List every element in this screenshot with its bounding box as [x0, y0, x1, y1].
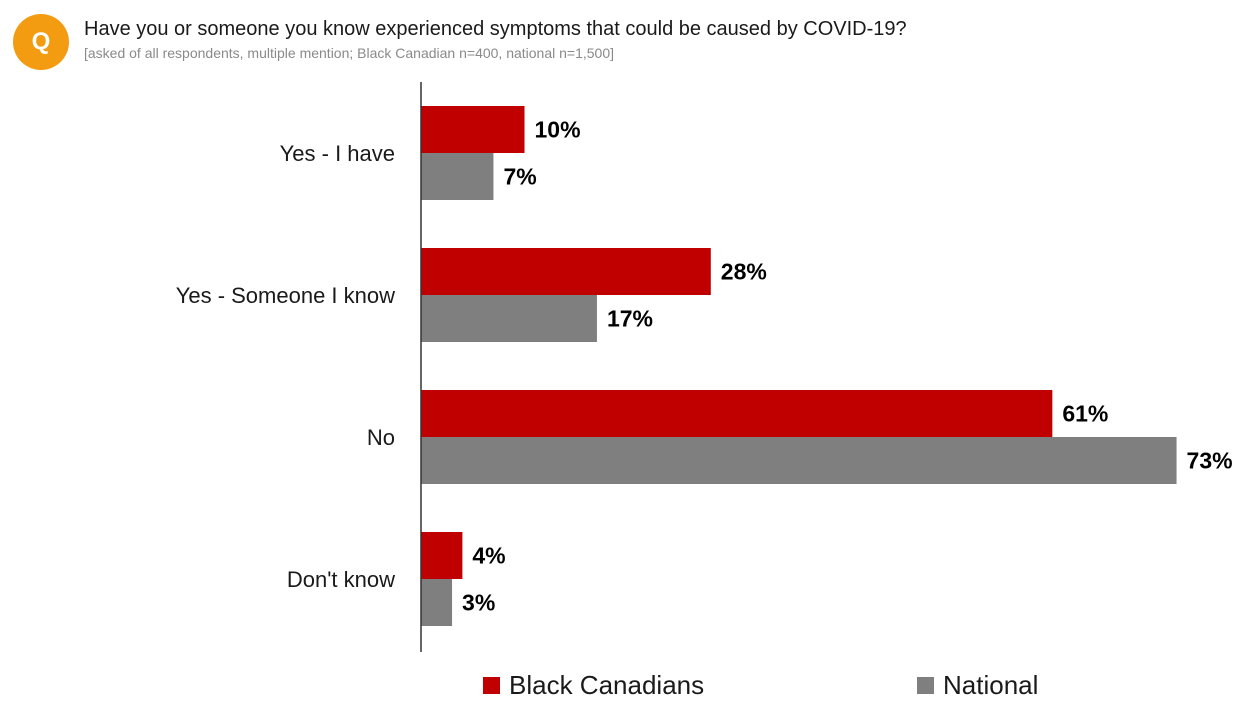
chart-legend: Black Canadians National [0, 670, 1260, 704]
bar-national-yes-i-have [421, 153, 494, 200]
bar-national-yes-someone-i-know [421, 295, 597, 342]
category-label-yes-i-have: Yes - I have [280, 141, 395, 166]
question-badge-letter: Q [31, 28, 51, 55]
question-subtitle: [asked of all respondents, multiple ment… [84, 45, 615, 61]
category-label-no: No [367, 425, 395, 450]
value-label-national-no: 73% [1187, 448, 1233, 474]
value-label-black-canadians-don-t-know: 4% [472, 543, 505, 569]
category-label-don-t-know: Don't know [287, 567, 395, 592]
category-label-yes-someone-i-know: Yes - Someone I know [176, 283, 395, 308]
legend-swatch-national [917, 677, 934, 694]
value-label-black-canadians-no: 61% [1062, 401, 1108, 427]
value-label-national-yes-someone-i-know: 17% [607, 306, 653, 332]
bar-national-don-t-know [421, 579, 453, 626]
bar-national-no [421, 437, 1177, 484]
bar-black-canadians-no [421, 390, 1053, 437]
legend-item-black-canadians: Black Canadians [483, 670, 704, 701]
bar-black-canadians-don-t-know [421, 532, 463, 579]
bar-black-canadians-yes-someone-i-know [421, 248, 711, 295]
legend-swatch-black-canadians [483, 677, 500, 694]
legend-label-national: National [943, 670, 1039, 700]
value-label-black-canadians-yes-someone-i-know: 28% [721, 259, 767, 285]
question-badge-icon: Q [13, 14, 69, 70]
legend-item-national: National [917, 670, 1038, 701]
value-label-national-don-t-know: 3% [462, 590, 495, 616]
value-label-national-yes-i-have: 7% [503, 164, 536, 190]
value-label-black-canadians-yes-i-have: 10% [535, 117, 581, 143]
bar-chart: Yes - I have 10% 7% Yes - Someone I know 28%… [176, 82, 1233, 652]
bar-black-canadians-yes-i-have [421, 106, 525, 153]
legend-label-black-canadians: Black Canadians [509, 670, 705, 700]
question-title: Have you or someone you know experienced… [84, 18, 907, 40]
